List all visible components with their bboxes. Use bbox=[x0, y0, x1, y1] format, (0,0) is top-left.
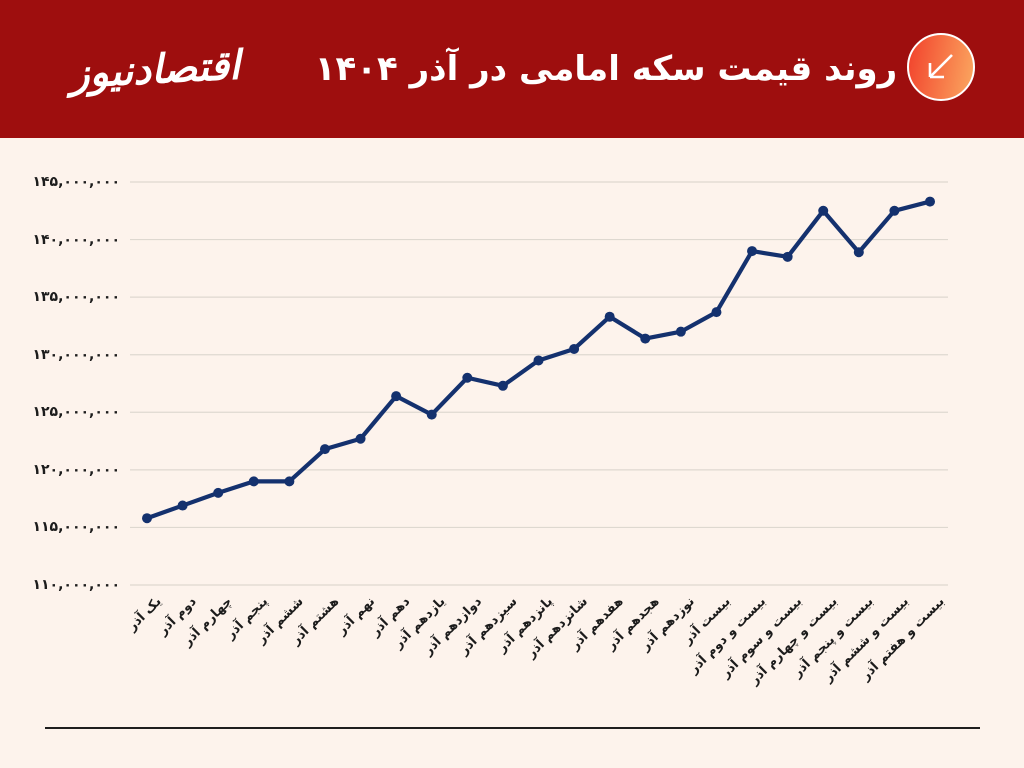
data-point bbox=[213, 487, 224, 498]
page-title: روند قیمت سکه امامی در آذر ۱۴۰۴ bbox=[314, 49, 898, 89]
data-point bbox=[248, 476, 259, 487]
data-point bbox=[782, 251, 793, 262]
bottom-divider bbox=[45, 727, 980, 729]
data-point bbox=[533, 355, 544, 366]
y-axis-label: ۱۲۵,۰۰۰,۰۰۰ bbox=[32, 404, 120, 421]
y-axis-label: ۱۳۵,۰۰۰,۰۰۰ bbox=[32, 289, 120, 306]
data-point bbox=[355, 433, 366, 444]
data-point bbox=[426, 409, 437, 420]
y-axis-label: ۱۴۵,۰۰۰,۰۰۰ bbox=[32, 174, 120, 190]
arrow-down-left-glyph bbox=[928, 54, 953, 79]
data-point bbox=[391, 391, 402, 402]
header-banner: اقتصادنیوز روند قیمت سکه امامی در آذر ۱۴… bbox=[0, 0, 1024, 138]
data-point bbox=[142, 513, 152, 524]
data-point bbox=[462, 372, 473, 383]
brand-logo: اقتصادنیوز bbox=[68, 42, 242, 98]
data-point bbox=[319, 444, 330, 455]
data-point bbox=[889, 205, 900, 216]
data-point bbox=[711, 307, 722, 318]
y-axis-label: ۱۲۰,۰۰۰,۰۰۰ bbox=[32, 461, 120, 478]
data-point bbox=[818, 205, 829, 216]
y-axis-label: ۱۴۰,۰۰۰,۰۰۰ bbox=[32, 231, 120, 248]
y-axis-label: ۱۱۵,۰۰۰,۰۰۰ bbox=[32, 519, 120, 536]
data-point bbox=[747, 246, 758, 257]
data-point bbox=[604, 311, 615, 322]
arrow-down-left-icon bbox=[907, 33, 975, 101]
data-point bbox=[497, 380, 508, 391]
data-point bbox=[675, 326, 686, 337]
data-point bbox=[569, 343, 580, 354]
data-point bbox=[177, 500, 188, 511]
y-axis-label: ۱۳۰,۰۰۰,۰۰۰ bbox=[32, 346, 120, 363]
data-point bbox=[640, 333, 651, 344]
data-point bbox=[284, 476, 295, 487]
data-point bbox=[853, 247, 864, 258]
y-axis-label: ۱۱۰,۰۰۰,۰۰۰ bbox=[32, 577, 120, 593]
data-point bbox=[925, 196, 935, 207]
